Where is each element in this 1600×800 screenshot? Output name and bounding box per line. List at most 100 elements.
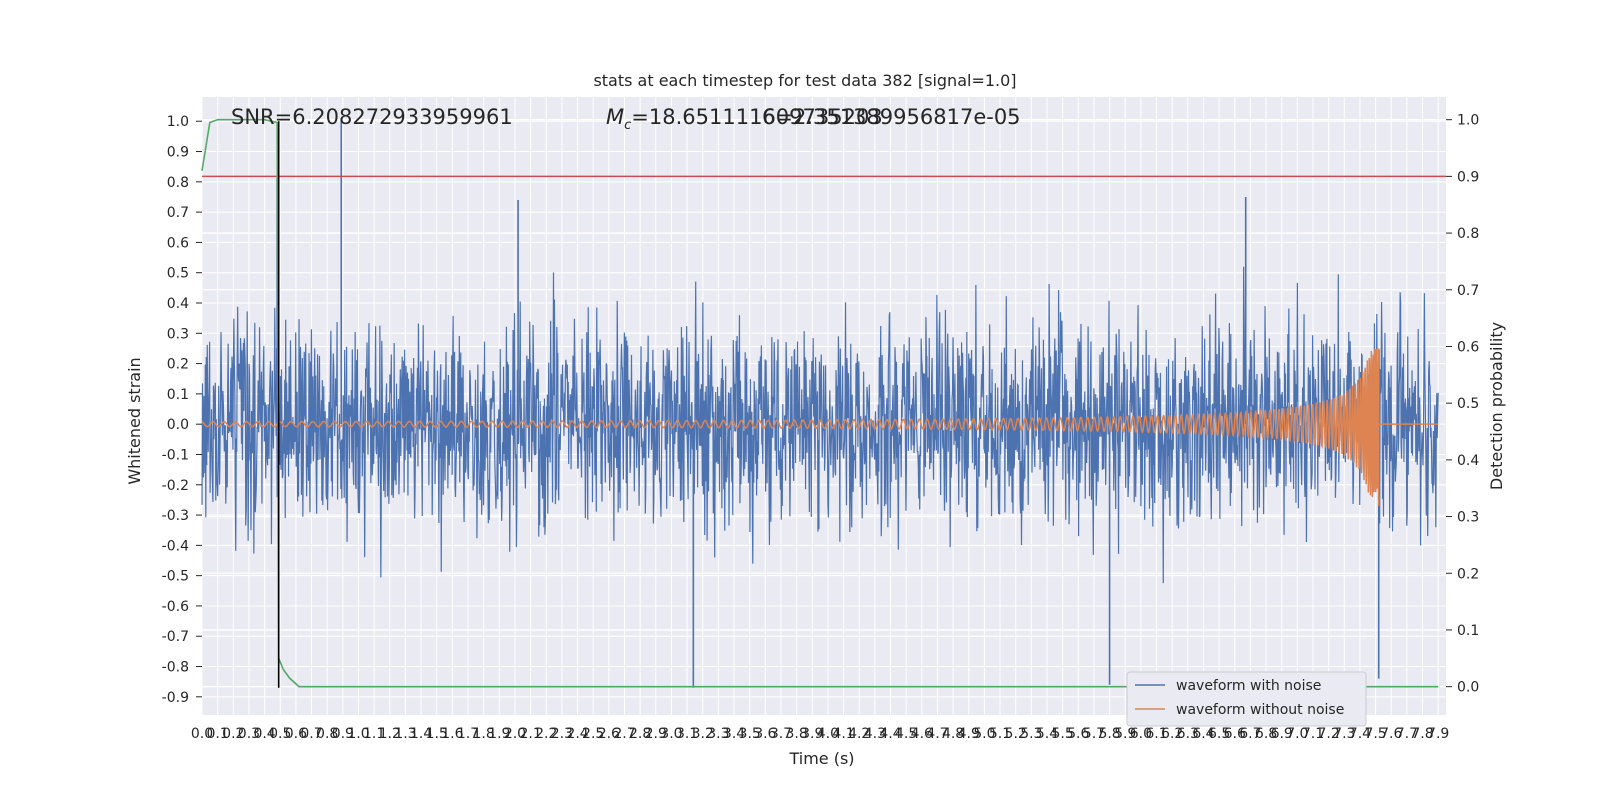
x-tick-label: 5.1 bbox=[989, 726, 1011, 742]
x-tick-label: 3.3 bbox=[707, 726, 729, 742]
y-tick-label: 0.2 bbox=[167, 357, 189, 373]
y-tick-label: 0.1 bbox=[167, 387, 189, 403]
y-tick-label: -0.5 bbox=[162, 569, 189, 585]
y2-tick-label: 0.4 bbox=[1457, 453, 1479, 469]
x-tick-label: 6.4 bbox=[1192, 726, 1214, 742]
chirp-mass-symbol: M bbox=[606, 105, 624, 129]
y2-tick-label: 0.8 bbox=[1457, 226, 1479, 242]
x-tick-label: 0.0 bbox=[191, 726, 213, 742]
detection-probability-line bbox=[201, 118, 1439, 688]
x-tick-label: 5.5 bbox=[1051, 726, 1073, 742]
x-tick-label: 1.4 bbox=[410, 726, 432, 742]
x-tick-label: 6.5 bbox=[1208, 726, 1230, 742]
x-tick-label: 6.3 bbox=[1177, 726, 1199, 742]
y-tick-label: 1.0 bbox=[167, 114, 189, 130]
x-tick-label: 5.4 bbox=[1036, 726, 1058, 742]
x-tick-label: 6.7 bbox=[1239, 726, 1261, 742]
x-tick-label: 4.9 bbox=[958, 726, 980, 742]
y2-tick-label: 0.5 bbox=[1457, 396, 1479, 412]
x-tick-label: 3.7 bbox=[770, 726, 792, 742]
y-tick-label: 0.0 bbox=[167, 417, 189, 433]
overlap-annotation: 6=2.351389956817e-05 bbox=[762, 105, 1021, 129]
x-tick-label: 5.7 bbox=[1083, 726, 1105, 742]
chirp-mass-value: =18.651111609735203 bbox=[631, 105, 882, 129]
x-tick-label: 4.4 bbox=[879, 726, 901, 742]
y2-tick-label: 0.7 bbox=[1457, 283, 1479, 299]
x-tick-label: 1.0 bbox=[347, 726, 369, 742]
x-tick-label: 2.3 bbox=[551, 726, 573, 742]
x-tick-label: 1.9 bbox=[488, 726, 510, 742]
y-tick-label: 0.4 bbox=[167, 296, 189, 312]
x-tick-label: 0.5 bbox=[269, 726, 291, 742]
x-tick-label: 3.0 bbox=[660, 726, 682, 742]
x-tick-label: 0.4 bbox=[253, 726, 275, 742]
y2-axis-title: Detection probability bbox=[1487, 322, 1506, 490]
x-tick-label: 1.3 bbox=[394, 726, 416, 742]
x-tick-label: 7.0 bbox=[1286, 726, 1308, 742]
x-tick-label: 2.4 bbox=[566, 726, 588, 742]
x-tick-label: 1.6 bbox=[441, 726, 463, 742]
y-tick-label: -0.6 bbox=[162, 599, 189, 615]
y2-tick-label: 0.0 bbox=[1457, 680, 1479, 696]
y-tick-label: 0.9 bbox=[167, 145, 189, 161]
y-tick-label: -0.1 bbox=[162, 447, 189, 463]
y2-tick-label: 0.1 bbox=[1457, 623, 1479, 639]
x-tick-label: 4.8 bbox=[942, 726, 964, 742]
x-tick-label: 4.5 bbox=[895, 726, 917, 742]
x-tick-label: 7.2 bbox=[1318, 726, 1340, 742]
x-tick-label: 7.4 bbox=[1349, 726, 1371, 742]
legend: waveform with noise waveform without noi… bbox=[1126, 671, 1367, 727]
clean-waveform-line bbox=[201, 348, 1439, 498]
snr-annotation: SNR=6.208272933959961 bbox=[231, 105, 513, 129]
y-tick-label: 0.6 bbox=[167, 235, 189, 251]
x-tick-label: 4.2 bbox=[848, 726, 870, 742]
x-tick-label: 7.9 bbox=[1427, 726, 1449, 742]
y-tick-label: -0.2 bbox=[162, 478, 189, 494]
x-tick-label: 4.0 bbox=[817, 726, 839, 742]
x-tick-label: 7.3 bbox=[1333, 726, 1355, 742]
x-tick-label: 2.7 bbox=[613, 726, 635, 742]
chirp-mass-annotation: Mc=18.651111609735203 bbox=[606, 105, 883, 133]
x-tick-label: 2.5 bbox=[582, 726, 604, 742]
x-tick-label: 4.3 bbox=[864, 726, 886, 742]
y-tick-label: 0.7 bbox=[167, 205, 189, 221]
x-tick-label: 6.2 bbox=[1161, 726, 1183, 742]
x-tick-label: 1.5 bbox=[426, 726, 448, 742]
x-tick-label: 2.6 bbox=[598, 726, 620, 742]
y2-tick-label: 0.2 bbox=[1457, 566, 1479, 582]
y-axis-title: Whitened strain bbox=[125, 357, 144, 484]
x-tick-label: 0.2 bbox=[222, 726, 244, 742]
x-tick-label: 7.7 bbox=[1396, 726, 1418, 742]
x-tick-label: 2.9 bbox=[645, 726, 667, 742]
x-tick-label: 2.2 bbox=[535, 726, 557, 742]
x-tick-label: 6.6 bbox=[1224, 726, 1246, 742]
legend-label-clean: waveform without noise bbox=[1176, 702, 1344, 718]
x-tick-label: 4.1 bbox=[832, 726, 854, 742]
x-tick-label: 7.5 bbox=[1364, 726, 1386, 742]
y-tick-label: -0.3 bbox=[162, 508, 189, 524]
legend-label-noise: waveform with noise bbox=[1176, 678, 1321, 694]
chart-title: stats at each timestep for test data 382… bbox=[593, 71, 1016, 90]
x-tick-label: 6.1 bbox=[1145, 726, 1167, 742]
y2-tick-label: 0.6 bbox=[1457, 339, 1479, 355]
x-tick-label: 1.2 bbox=[379, 726, 401, 742]
x-tick-label: 3.8 bbox=[785, 726, 807, 742]
x-tick-label: 0.7 bbox=[300, 726, 322, 742]
x-tick-label: 0.1 bbox=[207, 726, 229, 742]
y-tick-label: 0.5 bbox=[167, 266, 189, 282]
x-tick-label: 0.6 bbox=[285, 726, 307, 742]
x-axis-title: Time (s) bbox=[788, 749, 854, 768]
x-tick-label: 1.7 bbox=[457, 726, 479, 742]
x-tick-label: 3.9 bbox=[801, 726, 823, 742]
x-tick-label: 6.0 bbox=[1130, 726, 1152, 742]
series-layer bbox=[201, 118, 1446, 688]
x-tick-label: 4.6 bbox=[911, 726, 933, 742]
x-tick-label: 3.6 bbox=[754, 726, 776, 742]
x-tick-label: 7.1 bbox=[1302, 726, 1324, 742]
x-tick-label: 4.7 bbox=[926, 726, 948, 742]
x-tick-label: 5.3 bbox=[1020, 726, 1042, 742]
axis-layer: 0.00.10.20.30.40.50.60.70.80.91.01.11.21… bbox=[162, 113, 1480, 742]
x-tick-label: 7.8 bbox=[1411, 726, 1433, 742]
x-tick-label: 0.8 bbox=[316, 726, 338, 742]
